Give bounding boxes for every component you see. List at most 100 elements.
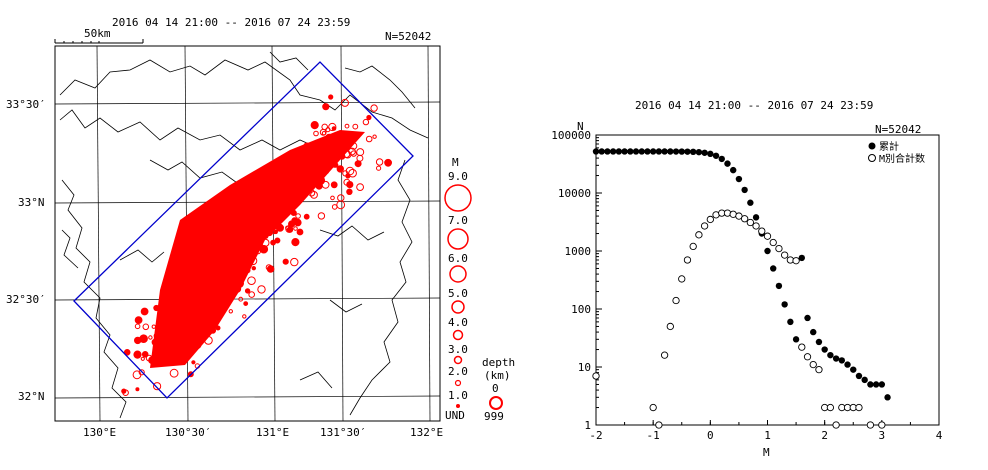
mag-label-und: UND bbox=[445, 409, 465, 422]
epicenter-marker bbox=[123, 349, 131, 356]
epicenter-marker bbox=[336, 165, 344, 173]
legend-label-cumulative: 累計 bbox=[879, 140, 899, 153]
scale-label: 50km bbox=[84, 27, 111, 40]
epicenter-marker bbox=[296, 157, 301, 162]
x-tick-label: 3 bbox=[879, 429, 886, 442]
epicenter-marker bbox=[248, 291, 255, 298]
epicenter-marker bbox=[328, 122, 337, 132]
cumulative-point bbox=[804, 314, 811, 322]
depth-symbol-0 bbox=[489, 396, 503, 410]
epicenter-marker bbox=[169, 368, 179, 378]
epicenter-marker bbox=[132, 370, 142, 380]
epicenter-marker bbox=[238, 211, 248, 221]
epicenter-marker bbox=[139, 334, 148, 344]
epicenter-marker bbox=[211, 279, 217, 285]
magnitude-legend: M 9.0 7.0 6.0 5.0 4.0 3.0 2.0 1.0 UND bbox=[444, 156, 472, 422]
epicenter-marker bbox=[296, 228, 304, 236]
cumulative-point bbox=[838, 357, 846, 364]
cumulative-point bbox=[661, 148, 668, 155]
mag-label-3: 3.0 bbox=[448, 343, 468, 356]
map-title: 2016 04 14 21:00 -- 2016 07 24 23:59 bbox=[112, 16, 350, 29]
epicenter-marker bbox=[265, 228, 274, 237]
cumulative-point bbox=[667, 148, 674, 155]
epicenter-marker bbox=[153, 382, 162, 391]
epicenter-marker bbox=[376, 165, 382, 171]
per-magnitude-point bbox=[815, 366, 823, 374]
epicenter-marker bbox=[198, 303, 204, 309]
cumulative-point bbox=[747, 199, 754, 206]
per-magnitude-point bbox=[809, 360, 817, 369]
epicenter-marker bbox=[214, 317, 221, 324]
epicenter-marker bbox=[241, 270, 247, 277]
epicenter-marker bbox=[211, 258, 221, 267]
mag-symbol-2 bbox=[454, 379, 462, 387]
epicenter-marker bbox=[282, 258, 289, 265]
cumulative-point bbox=[689, 148, 697, 156]
epicenter-marker bbox=[228, 259, 236, 267]
cumulative-point bbox=[724, 160, 731, 167]
epicenter-marker bbox=[330, 181, 338, 189]
epicenter-marker bbox=[248, 213, 256, 221]
epicenter-marker bbox=[201, 312, 208, 319]
epicenter-marker bbox=[354, 132, 359, 137]
epicenter-marker bbox=[273, 229, 278, 235]
epicenter-marker bbox=[248, 256, 258, 266]
cumulative-point bbox=[627, 148, 634, 155]
epicenter-marker bbox=[295, 185, 302, 191]
epicenter-marker bbox=[142, 323, 150, 331]
mag-label-9: 9.0 bbox=[448, 170, 468, 183]
epicenter-marker bbox=[174, 309, 181, 316]
epicenter-marker bbox=[166, 359, 172, 364]
cumulative-point bbox=[707, 150, 714, 158]
cumulative-point bbox=[604, 148, 611, 155]
cumulative-point bbox=[798, 254, 805, 262]
epicenter-marker bbox=[339, 133, 347, 140]
per-magnitude-point bbox=[792, 257, 800, 265]
epicenter-marker bbox=[190, 337, 199, 347]
cumulative-point bbox=[695, 148, 703, 156]
lat-label-32-30: 32°30′ bbox=[6, 293, 46, 306]
epicenter-marker bbox=[158, 302, 164, 308]
mag-symbol-7 bbox=[447, 228, 469, 250]
epicenter-marker bbox=[246, 191, 256, 200]
depth-legend: depth (km) 0 999 bbox=[482, 356, 515, 423]
epicenter-marker bbox=[179, 314, 185, 320]
cumulative-point bbox=[792, 336, 800, 343]
epicenter-marker bbox=[291, 217, 298, 224]
epicenter-marker bbox=[290, 209, 297, 216]
x-tick-label: 4 bbox=[936, 429, 943, 442]
epicenter-marker bbox=[169, 334, 174, 339]
epicenter-marker bbox=[280, 171, 288, 180]
epicenter-marker bbox=[221, 260, 229, 268]
epicenter-marker bbox=[356, 148, 365, 157]
epicenter-marker bbox=[317, 212, 326, 220]
series-per-magnitude bbox=[592, 209, 886, 429]
epicenter-marker bbox=[349, 142, 358, 150]
per-magnitude-point bbox=[775, 244, 783, 253]
epicenter-marker bbox=[324, 169, 330, 174]
epicenter-marker bbox=[372, 134, 377, 139]
epicenter-marker bbox=[186, 270, 192, 276]
cumulative-point bbox=[787, 318, 794, 326]
epicenter-marker bbox=[238, 296, 244, 302]
cumulative-point bbox=[598, 148, 605, 155]
cumulative-point bbox=[781, 301, 788, 308]
epicenter-marker bbox=[293, 226, 298, 231]
epicenter-marker bbox=[296, 179, 301, 184]
epicenter-marker bbox=[235, 278, 244, 288]
epicenter-marker bbox=[239, 248, 244, 253]
epicenter-marker bbox=[135, 387, 140, 392]
magnitude-legend-title: M bbox=[452, 156, 459, 169]
per-magnitude-point bbox=[678, 275, 686, 283]
cumulative-point bbox=[855, 372, 863, 380]
epicenter-marker bbox=[334, 135, 342, 143]
y-tick-label: 1000 bbox=[565, 245, 592, 258]
series-cumulative bbox=[592, 148, 891, 401]
cumulative-point bbox=[884, 394, 891, 401]
depth-legend-unit: (km) bbox=[484, 369, 511, 382]
epicenter-marker bbox=[199, 290, 205, 296]
legend-marker-per-magnitude bbox=[868, 154, 876, 162]
epicenter-marker bbox=[354, 160, 362, 168]
epicenter-marker bbox=[346, 188, 353, 196]
epicenter-marker bbox=[291, 238, 300, 247]
